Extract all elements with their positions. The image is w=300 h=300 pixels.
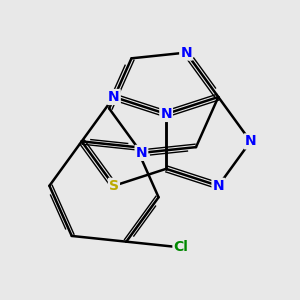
Text: Cl: Cl	[173, 240, 188, 254]
Text: N: N	[108, 90, 120, 104]
Text: N: N	[180, 46, 192, 60]
Text: N: N	[212, 179, 224, 193]
Text: S: S	[109, 179, 119, 193]
Text: N: N	[136, 146, 147, 160]
Text: N: N	[245, 134, 256, 148]
Text: N: N	[160, 107, 172, 121]
